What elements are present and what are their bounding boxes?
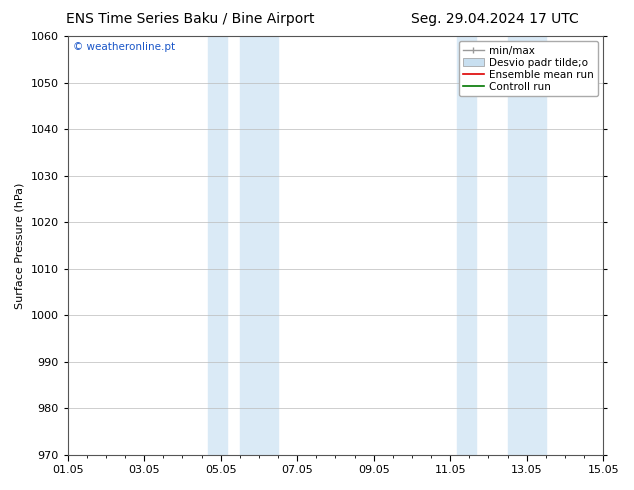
Text: © weatheronline.pt: © weatheronline.pt [73,43,175,52]
Legend: min/max, Desvio padr tilde;o, Ensemble mean run, Controll run: min/max, Desvio padr tilde;o, Ensemble m… [459,41,598,96]
Text: Seg. 29.04.2024 17 UTC: Seg. 29.04.2024 17 UTC [411,12,578,26]
Text: ENS Time Series Baku / Bine Airport: ENS Time Series Baku / Bine Airport [66,12,314,26]
Bar [456,36,476,455]
Y-axis label: Surface Pressure (hPa): Surface Pressure (hPa) [15,182,25,309]
Bar [240,36,278,455]
Bar [508,36,546,455]
Bar [208,36,227,455]
